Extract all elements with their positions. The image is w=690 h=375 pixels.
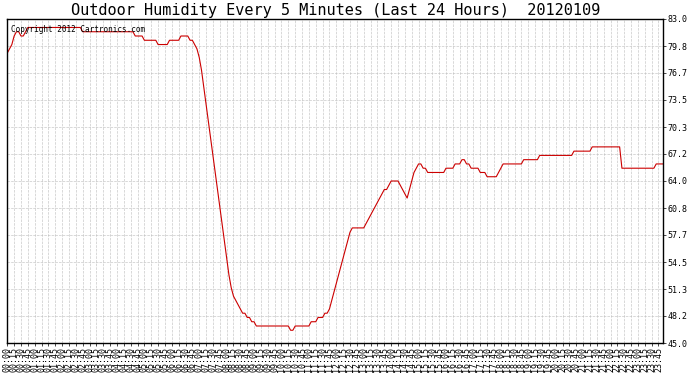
Title: Outdoor Humidity Every 5 Minutes (Last 24 Hours)  20120109: Outdoor Humidity Every 5 Minutes (Last 2… — [70, 3, 600, 18]
Text: Copyright 2012 Cartronics.com: Copyright 2012 Cartronics.com — [10, 26, 145, 34]
